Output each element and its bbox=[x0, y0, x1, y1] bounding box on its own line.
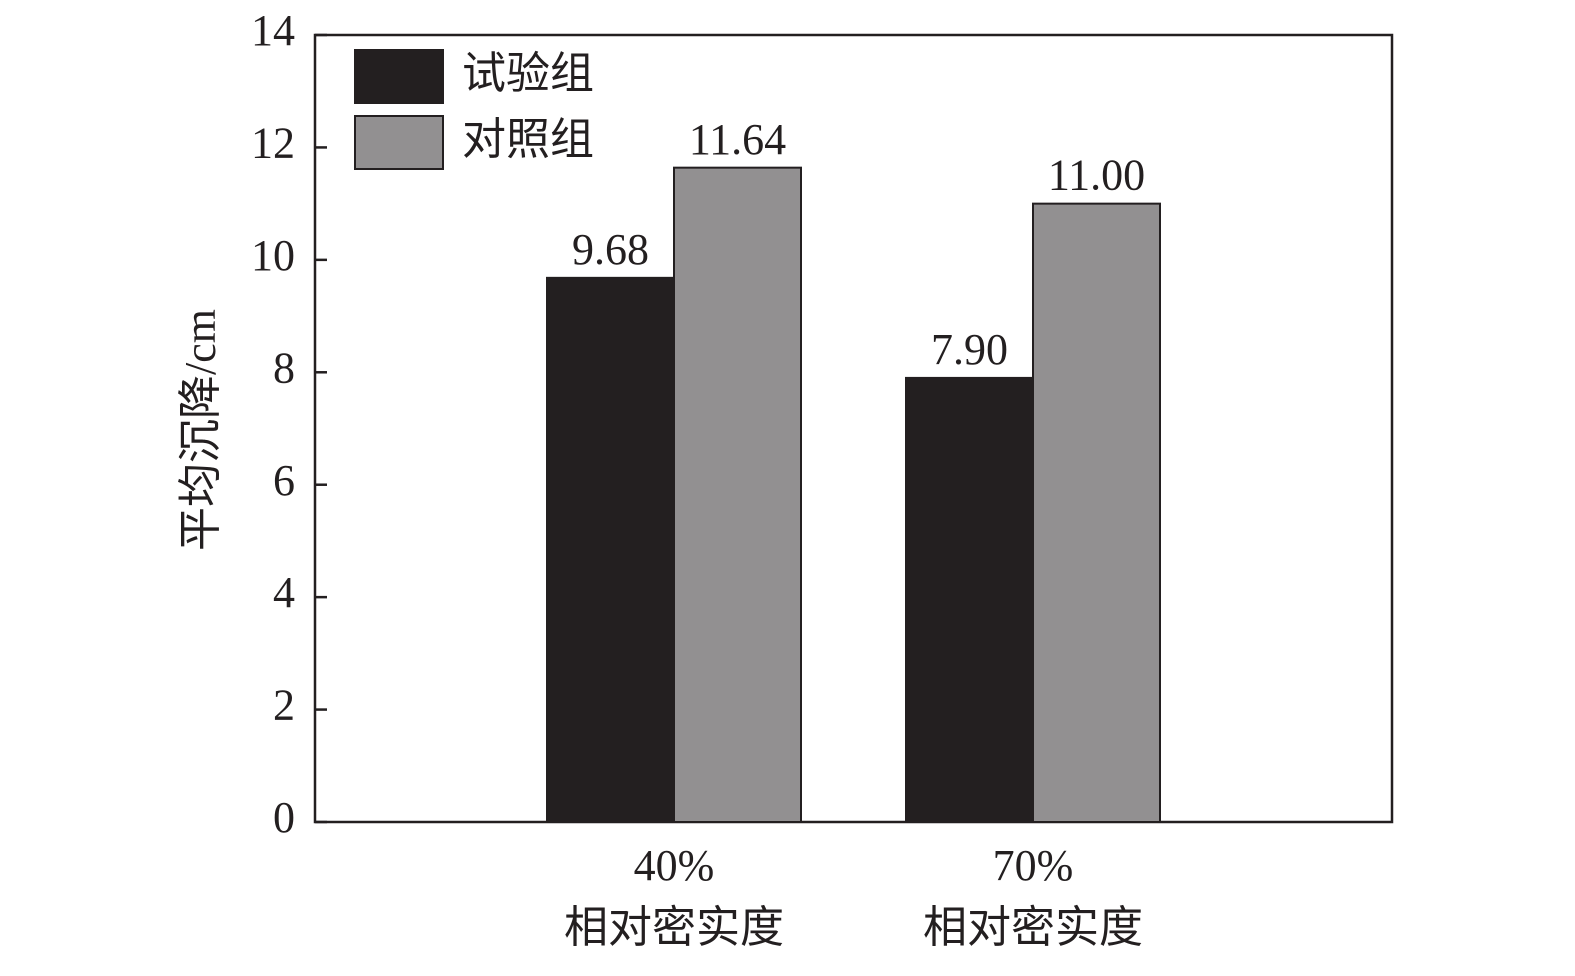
y-tick-label: 14 bbox=[251, 6, 295, 55]
bar bbox=[546, 276, 675, 823]
x-tick-label: 相对密实度 bbox=[923, 903, 1143, 952]
y-tick-label: 12 bbox=[251, 119, 295, 168]
bar bbox=[673, 166, 802, 823]
bar bbox=[905, 376, 1034, 823]
y-tick-label: 0 bbox=[273, 793, 295, 842]
value-label: 11.64 bbox=[689, 115, 786, 164]
x-tick-label: 70% bbox=[993, 841, 1074, 890]
plot-frame bbox=[313, 33, 1394, 824]
y-tick-label: 4 bbox=[273, 568, 295, 617]
x-tick-label: 相对密实度 bbox=[564, 903, 784, 952]
x-tick-label: 40% bbox=[634, 841, 715, 890]
y-tick-label: 2 bbox=[273, 681, 295, 730]
y-tick-label: 10 bbox=[251, 231, 295, 280]
y-tick-label: 8 bbox=[273, 343, 295, 392]
legend-swatch bbox=[354, 49, 444, 104]
y-tick-label: 6 bbox=[273, 456, 295, 505]
value-label: 7.90 bbox=[931, 325, 1008, 374]
value-label: 9.68 bbox=[572, 225, 649, 274]
legend-swatch bbox=[354, 115, 444, 170]
value-label: 11.00 bbox=[1048, 151, 1145, 200]
legend-label: 对照组 bbox=[462, 115, 594, 164]
bar bbox=[1032, 202, 1161, 823]
legend-label: 试验组 bbox=[462, 49, 594, 98]
y-axis-title: 平均沉降/cm bbox=[176, 309, 225, 551]
